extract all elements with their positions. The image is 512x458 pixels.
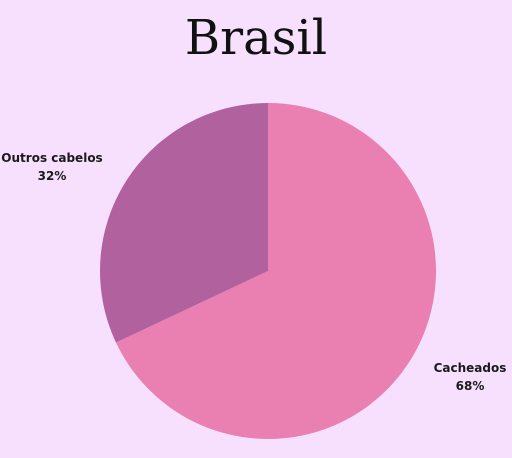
pie-labels: Cacheados 68% Outros cabelos 32%	[1, 151, 506, 393]
slice-label: Outros cabelos	[1, 151, 102, 165]
pie-slice-outros-cabelos	[99, 103, 269, 343]
pie-slices	[99, 103, 436, 439]
chart-title: Brasil	[184, 10, 328, 66]
pie-slice-cacheados	[115, 103, 436, 439]
slice-value-label: 32%	[38, 169, 67, 183]
slice-label: Cacheados	[434, 361, 507, 375]
slice-value-label: 68%	[456, 379, 485, 393]
